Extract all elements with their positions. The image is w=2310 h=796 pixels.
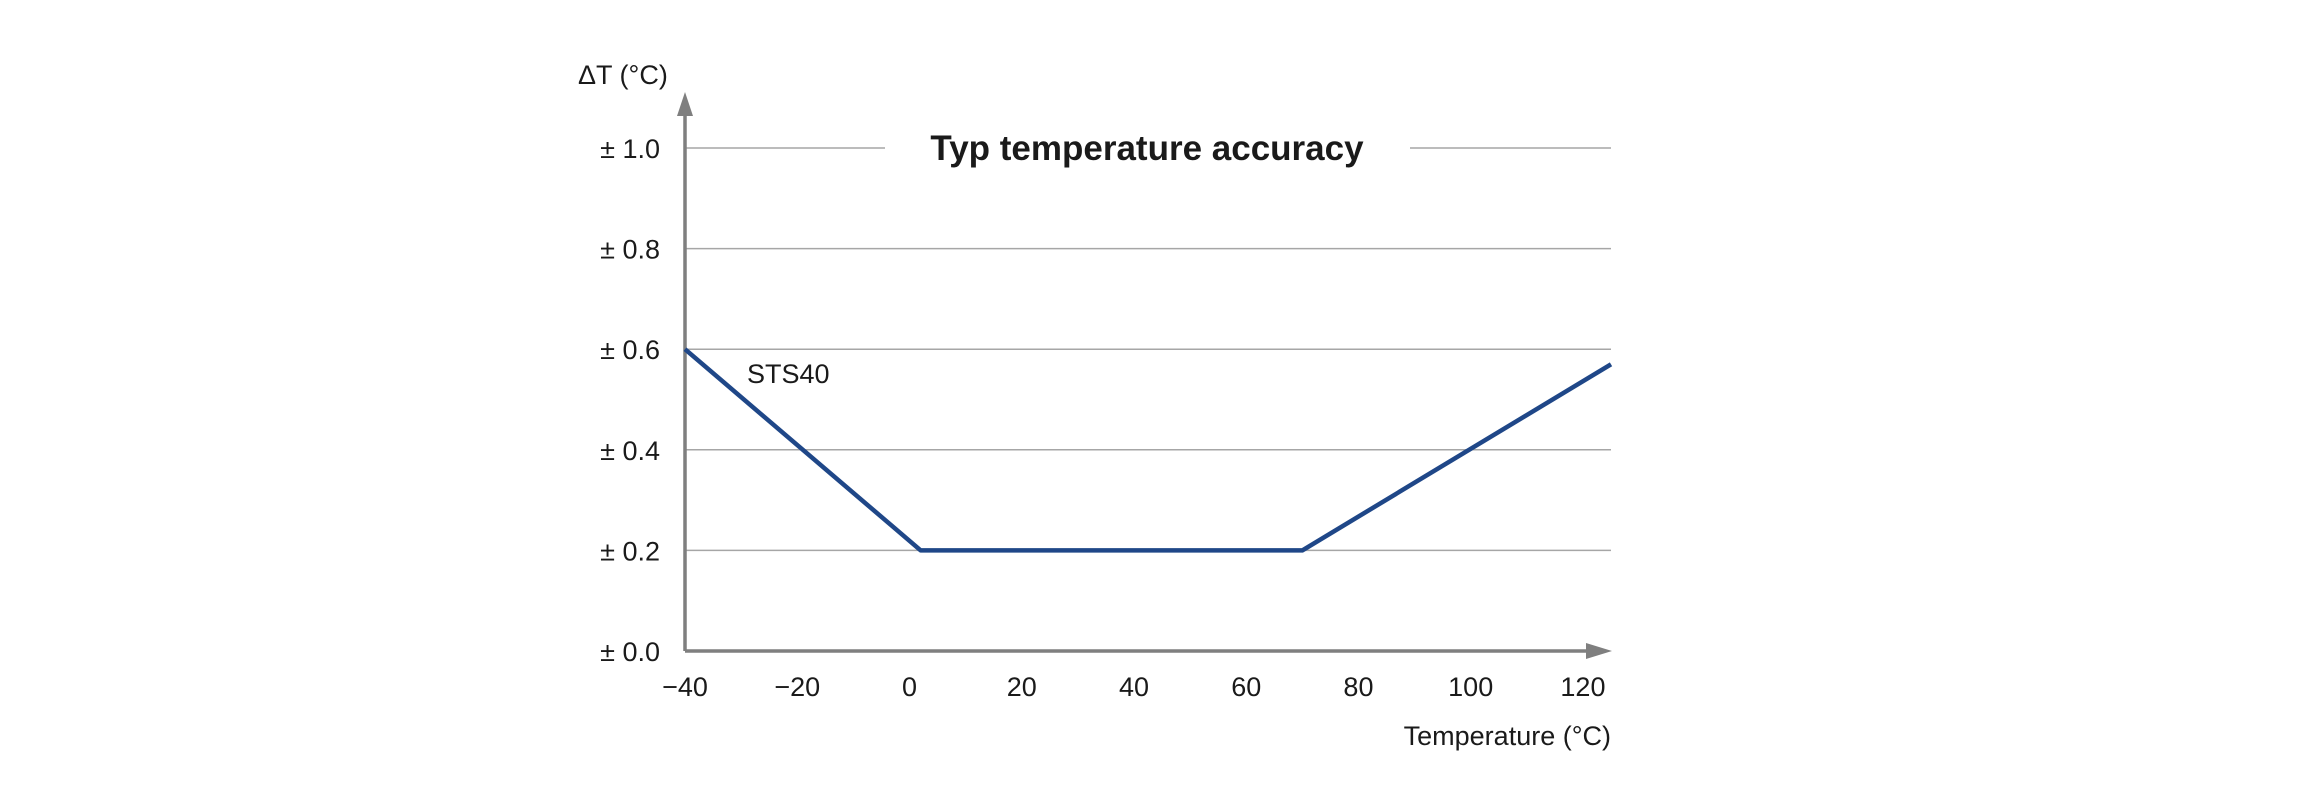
y-tick-label: ± 1.0 [600, 134, 660, 164]
series-label: STS40 [747, 359, 830, 389]
x-tick-label: 60 [1231, 672, 1261, 702]
y-axis-label: ΔT (°C) [578, 60, 668, 90]
y-tick-label: ± 0.6 [600, 335, 660, 365]
chart-title: Typ temperature accuracy [930, 129, 1364, 168]
labels: ± 0.0 ± 0.2 ± 0.4 ± 0.6 ± 0.8 ± 1.0 −40 −20 0 20 4… [578, 60, 1611, 751]
series-line-sts40 [683, 347, 1613, 553]
grid-lines [685, 147, 1611, 552]
x-tick-label: 20 [1007, 672, 1037, 702]
axes [677, 92, 1612, 659]
x-axis-label: Temperature (°C) [1404, 721, 1611, 751]
x-tick-label: 0 [902, 672, 917, 702]
y-tick-label: ± 0.0 [600, 637, 660, 667]
x-tick-label: −20 [774, 672, 820, 702]
y-tick-label: ± 0.2 [600, 536, 660, 566]
x-tick-label: 40 [1119, 672, 1149, 702]
x-tick-label: −40 [662, 672, 708, 702]
y-tick-label: ± 0.8 [600, 235, 660, 265]
y-tick-label: ± 0.4 [600, 436, 660, 466]
x-axis-arrow-icon [1586, 643, 1612, 659]
x-tick-label: 100 [1448, 672, 1493, 702]
x-tick-label: 80 [1343, 672, 1373, 702]
series [683, 347, 1613, 553]
x-tick-label: 120 [1560, 672, 1605, 702]
y-axis-arrow-icon [677, 92, 693, 116]
